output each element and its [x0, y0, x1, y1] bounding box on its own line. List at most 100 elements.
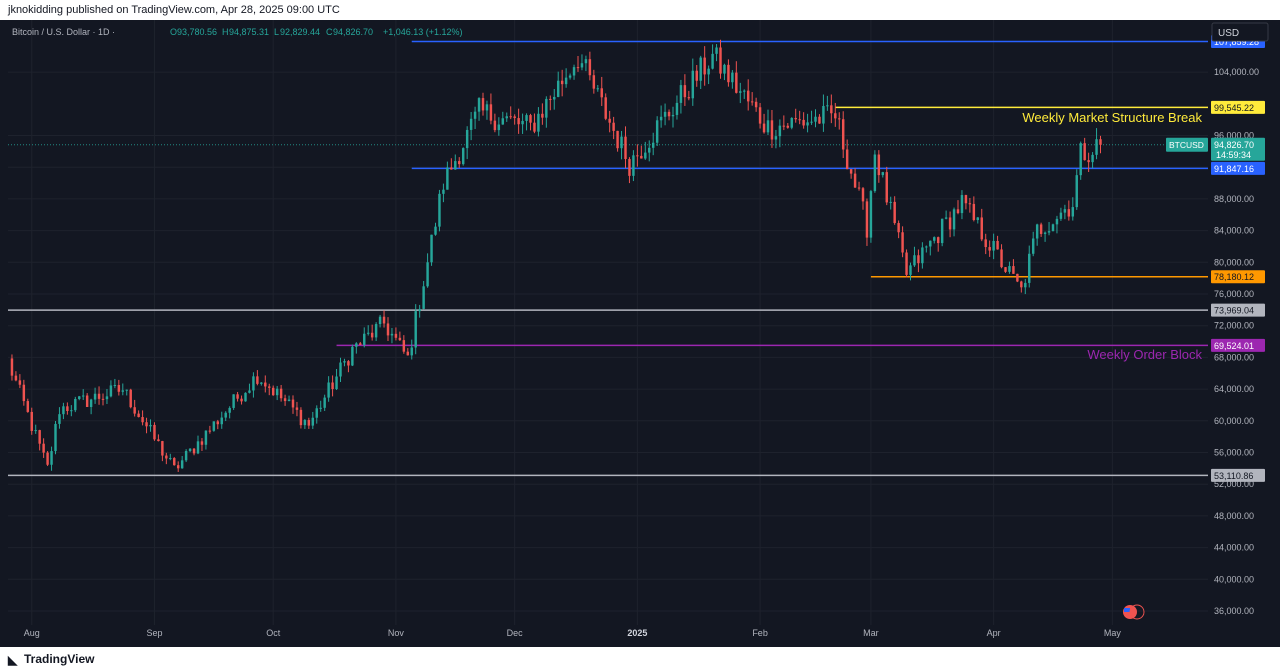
- price-chart[interactable]: Weekly Market Structure Break Weekly Orde…: [0, 20, 1280, 647]
- candle: [244, 392, 247, 402]
- candle: [893, 196, 896, 225]
- time-axis[interactable]: Aug Sep Oct Nov Dec 2025 Feb Mar Apr May: [24, 628, 1122, 638]
- price-tick-label: 52,000.00: [1214, 479, 1254, 489]
- candle-body: [754, 101, 758, 108]
- candle-body: [727, 64, 730, 83]
- legend-low-value: 92,829.44: [280, 27, 320, 37]
- candle-body: [212, 421, 216, 431]
- candle-body: [992, 240, 995, 251]
- candle: [343, 358, 346, 367]
- candle-body: [465, 129, 469, 149]
- candle: [418, 304, 421, 318]
- currency-button[interactable]: USD: [1211, 22, 1269, 42]
- candle-body: [34, 430, 37, 432]
- candle-body: [648, 147, 651, 153]
- candle-body: [564, 77, 568, 85]
- candle: [256, 370, 259, 386]
- candle-body: [10, 358, 14, 376]
- candle: [865, 198, 869, 246]
- candle-body: [960, 195, 964, 214]
- candle: [984, 233, 987, 255]
- candle-body: [133, 407, 136, 414]
- candle: [972, 196, 976, 222]
- candle-body: [240, 398, 243, 402]
- candle-body: [711, 53, 714, 69]
- candle: [818, 114, 821, 124]
- candle: [279, 384, 283, 402]
- us-flag-icon[interactable]: [1123, 604, 1145, 620]
- time-tick-label: Sep: [146, 628, 162, 638]
- candle: [173, 457, 176, 466]
- candle-body: [248, 390, 251, 393]
- candle-body: [70, 410, 73, 412]
- chart-legend: Bitcoin / U.S. Dollar · 1D · O 93,780.56…: [12, 27, 463, 37]
- candle-body: [545, 98, 548, 118]
- candle-body: [913, 255, 916, 266]
- candle-body: [822, 105, 825, 124]
- candle: [576, 55, 580, 72]
- candle: [58, 407, 61, 429]
- candle: [663, 103, 667, 126]
- candle: [137, 410, 140, 418]
- time-tick-label: May: [1104, 628, 1122, 638]
- candle: [992, 233, 995, 260]
- candle: [359, 341, 362, 345]
- candle-body: [1039, 224, 1043, 234]
- candle-body: [517, 118, 520, 125]
- chart-area[interactable]: Weekly Market Structure Break Weekly Orde…: [0, 20, 1280, 647]
- legend-symbol: Bitcoin / U.S. Dollar · 1D ·: [12, 27, 115, 37]
- candle-body: [640, 155, 643, 159]
- candle-body: [758, 107, 762, 124]
- candle: [861, 187, 865, 210]
- candle: [964, 194, 968, 210]
- candle-body: [260, 382, 263, 384]
- candle-body: [93, 393, 97, 400]
- price-tick-label: 104,000.00: [1214, 67, 1259, 77]
- candle: [778, 119, 782, 148]
- candle: [406, 348, 410, 356]
- candle: [936, 236, 940, 252]
- candle-body: [699, 57, 702, 81]
- candle-body: [410, 347, 413, 356]
- candle: [434, 222, 437, 236]
- candle: [390, 327, 394, 344]
- candle-body: [406, 351, 410, 356]
- candle: [556, 71, 560, 98]
- candle-body: [980, 217, 983, 240]
- candle: [545, 96, 548, 128]
- candle-body: [188, 448, 192, 452]
- candle-body: [489, 104, 493, 121]
- candle: [640, 145, 643, 159]
- candle-body: [533, 122, 536, 132]
- candle: [1087, 152, 1090, 173]
- candle-body: [905, 252, 908, 275]
- candle-body: [366, 332, 370, 334]
- candle: [1043, 231, 1047, 242]
- candle-body: [236, 394, 239, 399]
- candle: [458, 157, 461, 168]
- candle: [917, 249, 920, 273]
- candle-body: [770, 120, 774, 140]
- candle: [679, 79, 683, 114]
- candle: [628, 157, 631, 184]
- candle-body: [826, 105, 829, 107]
- candle-body: [893, 201, 896, 224]
- candle: [901, 226, 904, 258]
- candle-body: [89, 399, 93, 407]
- candle-body: [382, 316, 386, 324]
- candle-body: [592, 75, 596, 89]
- price-axis[interactable]: 36,000.00 40,000.00 44,000.00 48,000.00 52,0…: [1166, 35, 1265, 616]
- candle-body: [252, 376, 255, 391]
- candle-body: [897, 223, 900, 233]
- candle-body: [149, 424, 152, 427]
- candle: [176, 461, 180, 472]
- candle-body: [42, 443, 45, 453]
- candle-body: [319, 407, 322, 409]
- candle: [109, 380, 113, 398]
- candle: [620, 130, 623, 160]
- candle-body: [901, 232, 904, 253]
- candle: [323, 394, 326, 411]
- candle: [996, 235, 999, 250]
- candle-body: [746, 90, 750, 102]
- candle: [311, 411, 315, 430]
